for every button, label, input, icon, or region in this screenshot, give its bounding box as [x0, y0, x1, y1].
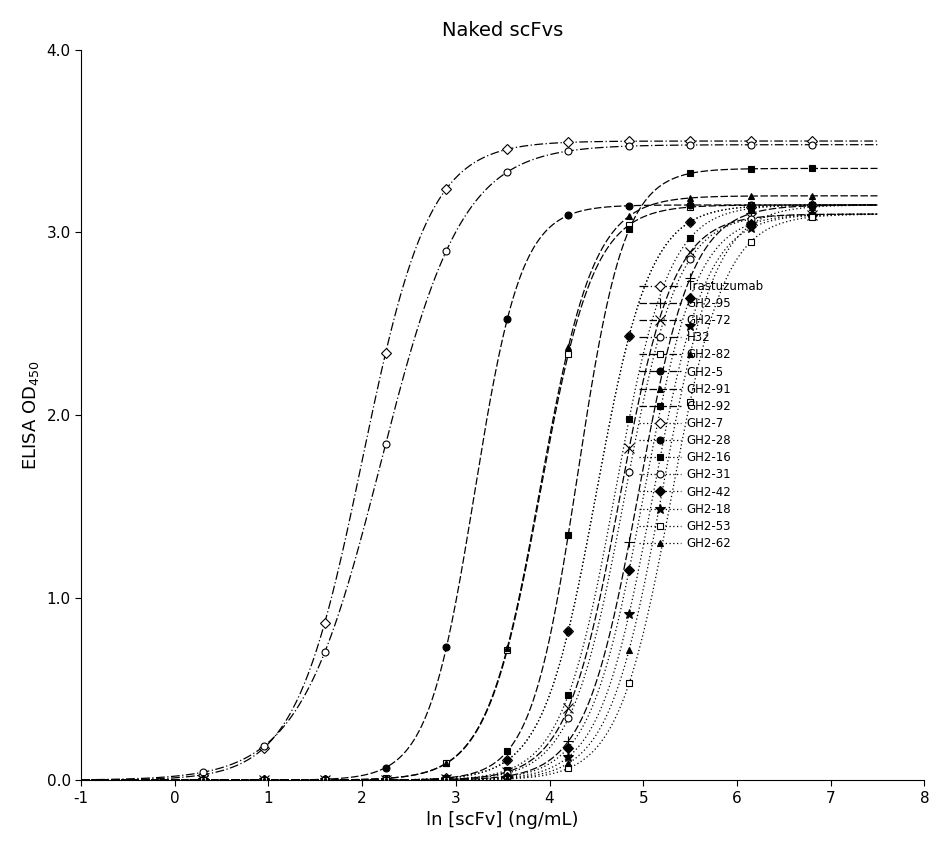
X-axis label: ln [scFv] (ng/mL): ln [scFv] (ng/mL) — [427, 811, 579, 829]
Y-axis label: ELISA OD$_{450}$: ELISA OD$_{450}$ — [21, 360, 41, 470]
Title: Naked scFvs: Naked scFvs — [442, 21, 563, 40]
Legend: Trastuzumab, GH2-95, GH2-72, H32, GH2-82, GH2-5, GH2-91, GH2-92, GH2-7, GH2-28, : Trastuzumab, GH2-95, GH2-72, H32, GH2-82… — [639, 280, 763, 550]
